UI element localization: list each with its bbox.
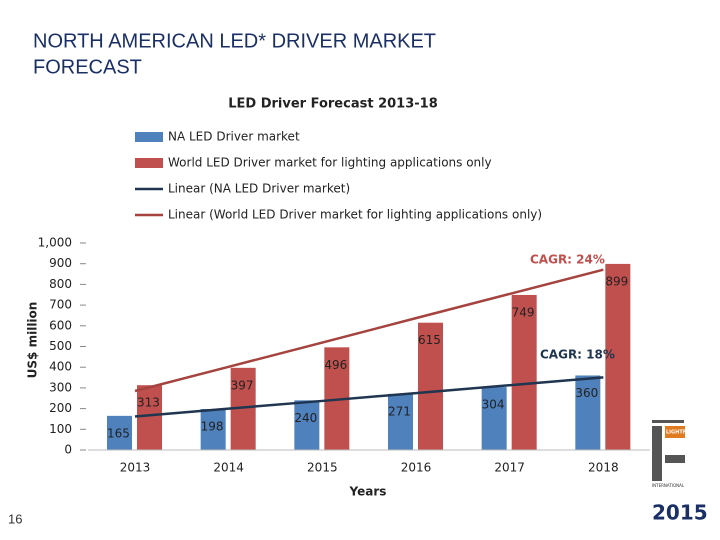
x-tick-label: 2017	[494, 461, 525, 475]
logo-name: LIGHTFAIR	[666, 430, 695, 436]
bar	[605, 263, 631, 450]
bar	[511, 294, 537, 450]
y-tick-label: 900	[49, 256, 72, 270]
logo-bar	[652, 426, 662, 481]
logo: LIGHTFAIR INTERNATIONAL 2015	[652, 420, 708, 525]
bar	[388, 393, 413, 450]
x-tick-label: 2013	[120, 461, 151, 475]
bar	[575, 375, 601, 450]
data-label: 240	[294, 411, 317, 425]
logo-sub: INTERNATIONAL	[652, 483, 685, 488]
x-tick-label: 2015	[307, 461, 338, 475]
x-tick-label: 2016	[401, 461, 432, 475]
legend-label: World LED Driver market for lighting app…	[168, 156, 492, 170]
data-label: 749	[512, 305, 535, 319]
data-label: 615	[418, 333, 441, 347]
data-label: 198	[201, 420, 224, 434]
slide-title-2: FORECAST	[33, 56, 142, 78]
y-tick-label: 700	[49, 298, 72, 312]
data-label: 271	[388, 404, 411, 418]
y-tick-label: 300	[49, 380, 72, 394]
data-label: 899	[605, 274, 628, 288]
data-label: 304	[482, 398, 505, 412]
slide-title-1: NORTH AMERICAN LED* DRIVER MARKET	[33, 30, 436, 52]
logo-bar	[665, 455, 685, 463]
y-tick-label: 400	[49, 360, 72, 374]
chart: 0 100 200 300 400 500 600 700 800 900 1,000 165 198 2…	[38, 130, 650, 475]
legend-label: NA LED Driver market	[168, 130, 300, 144]
data-label: 313	[137, 396, 160, 410]
x-tick-label: 2014	[213, 461, 244, 475]
annotation: CAGR: 18%	[540, 348, 615, 362]
logo-bar	[652, 420, 684, 423]
y-tick-label: 800	[49, 277, 72, 291]
y-axis-label: US$ million	[26, 302, 40, 379]
bar	[481, 387, 507, 450]
logo-year: 2015	[652, 501, 708, 525]
data-label: 496	[324, 358, 347, 372]
x-axis-label: Years	[349, 485, 387, 499]
bar	[200, 409, 226, 450]
x-tick-label: 2018	[588, 461, 619, 475]
legend-swatch	[135, 132, 163, 142]
y-tick-label: 600	[49, 318, 72, 332]
trendline	[134, 376, 604, 418]
bar	[137, 385, 162, 450]
y-tick-label: 0	[64, 443, 72, 457]
bar	[107, 415, 132, 450]
legend-label: Linear (World LED Driver market for ligh…	[168, 208, 542, 222]
legend-swatch	[135, 158, 163, 168]
page-number: 16	[8, 511, 22, 526]
chart-title: LED Driver Forecast 2013-18	[228, 97, 438, 112]
y-tick-label: 500	[49, 339, 72, 353]
trendline	[134, 268, 604, 393]
logo-bar	[665, 426, 685, 438]
data-label: 397	[231, 378, 254, 392]
data-label: 360	[575, 386, 598, 400]
data-label: 165	[107, 426, 130, 440]
annotation: CAGR: 24%	[530, 253, 605, 267]
bar	[418, 322, 443, 450]
y-tick-label: 200	[49, 401, 72, 415]
legend-label: Linear (NA LED Driver market)	[168, 182, 350, 196]
bar	[294, 400, 320, 450]
y-tick-label: 1,000	[38, 236, 72, 250]
y-tick-label: 100	[49, 422, 72, 436]
